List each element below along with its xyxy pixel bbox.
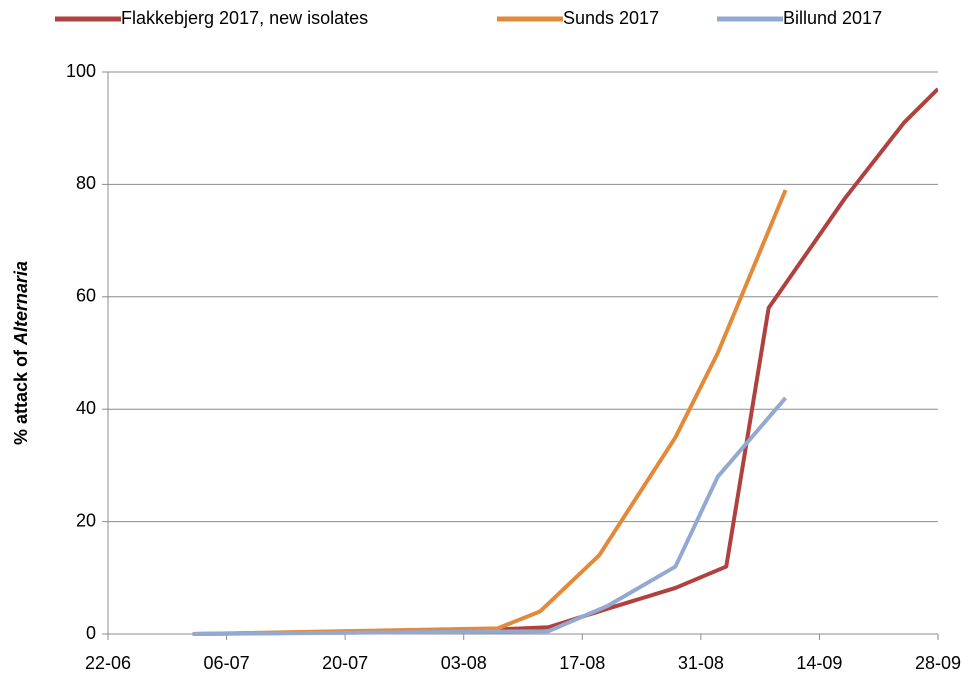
legend-label: Flakkebjerg 2017, new isolates	[121, 8, 368, 28]
x-tick-label: 22-06	[85, 653, 131, 673]
y-axis-label: % attack of Alternaria	[11, 261, 31, 445]
y-axis-label-part: Alternaria	[11, 261, 31, 346]
series-line	[192, 87, 938, 636]
y-tick-label: 60	[76, 286, 96, 306]
series-line	[192, 189, 788, 636]
y-tick-label: 40	[76, 398, 96, 418]
y-tick-label: 80	[76, 173, 96, 193]
y-axis-label-part: % attack of	[11, 349, 31, 445]
x-tick-label: 20-07	[322, 653, 368, 673]
x-tick-label: 28-09	[915, 653, 961, 673]
y-tick-label: 20	[76, 510, 96, 530]
x-tick-label: 03-08	[441, 653, 487, 673]
x-tick-label: 17-08	[559, 653, 605, 673]
legend-label: Sunds 2017	[563, 8, 659, 28]
series-line	[192, 396, 788, 636]
x-tick-label: 14-09	[796, 653, 842, 673]
y-tick-label: 0	[86, 623, 96, 643]
x-tick-label: 06-07	[204, 653, 250, 673]
legend-label: Billund 2017	[783, 8, 882, 28]
x-tick-label: 31-08	[678, 653, 724, 673]
y-tick-label: 100	[66, 61, 96, 81]
